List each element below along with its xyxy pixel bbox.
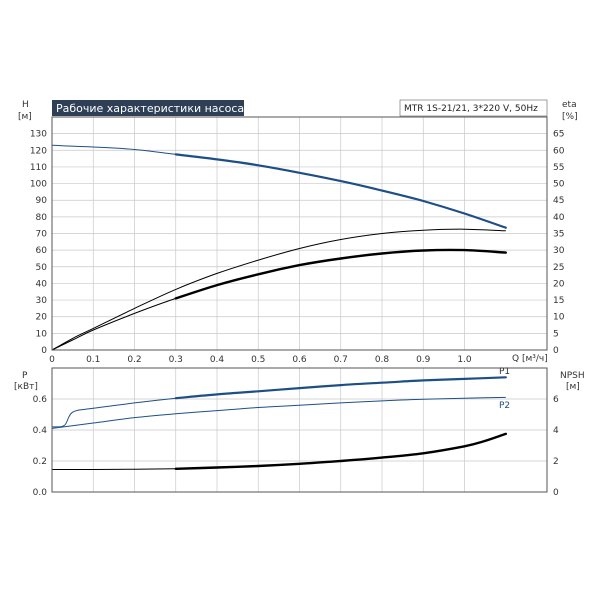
y-axis-label-h: H	[22, 100, 29, 110]
h-tick-label: 80	[36, 213, 48, 223]
top-grid	[51, 117, 547, 351]
p-tick-label: 0.2	[33, 457, 47, 467]
x-tick-label: 0.9	[416, 355, 431, 365]
npsh-tick-label: 6	[553, 395, 559, 405]
eta-tick-label: 40	[553, 213, 565, 223]
x-tick-label: 0.1	[86, 355, 100, 365]
y-axis-label-npsh: NPSH	[560, 371, 585, 381]
h-tick-label: 30	[36, 296, 48, 306]
npsh-tick-label: 0	[553, 488, 559, 498]
h-tick-label: 130	[30, 130, 47, 140]
top-curve-1	[51, 228, 506, 351]
top-plot-frame	[51, 116, 548, 351]
h-tick-label: 60	[36, 246, 48, 256]
h-tick-label: 110	[30, 163, 47, 173]
x-tick-label: 0.6	[292, 355, 307, 365]
bottom-curve-2-duty-range	[174, 432, 507, 470]
y-axis-label-p: P	[22, 371, 28, 381]
p-tick-label: 0.4	[33, 426, 48, 436]
h-tick-label: 120	[30, 146, 47, 156]
series-label-p2: P2	[499, 401, 510, 411]
eta-tick-label: 30	[553, 246, 565, 256]
model-label: MTR 1S-21/21, 3*220 V, 50Hz	[404, 104, 538, 114]
eta-tick-label: 50	[553, 180, 565, 190]
top-curve-0-duty-range	[174, 153, 507, 229]
x-tick-label: 0.8	[375, 355, 390, 365]
x-tick-label: 0.5	[251, 355, 265, 365]
top-panel: 0 0.1 0.2 0.3 0.4 0.5 0.6 0.7 0.8 0.9 1.0 0 10 20 30 4…	[18, 99, 578, 365]
bottom-curve-p2	[51, 396, 506, 429]
bottom-left-ticks: 0.0 0.2 0.4 0.6	[33, 395, 48, 498]
chart-title-box	[52, 100, 244, 116]
eta-tick-label: 25	[553, 263, 564, 273]
top-curve-2-duty-range	[174, 248, 507, 300]
top-left-ticks: 0 10 20 30 40 50 60 70 80 90 100 110 120 130	[30, 130, 47, 356]
eta-tick-label: 10	[553, 313, 565, 323]
h-tick-label: 10	[36, 329, 48, 339]
top-right-ticks: 0 5 10 15 20 25 30 35 40 45 50 55 60 65	[553, 130, 565, 356]
h-tick-label: 70	[36, 230, 48, 240]
x-tick-label: 0.2	[127, 355, 141, 365]
top-curve-0	[51, 144, 506, 229]
x-axis-label-q: Q [м³/ч]	[512, 354, 548, 364]
p-tick-label: 0.6	[33, 395, 48, 405]
x-tick-label: 1.0	[457, 355, 472, 365]
y-axis-unit-h: [м]	[18, 112, 32, 122]
eta-tick-label: 5	[553, 329, 559, 339]
y-axis-label-eta: eta	[562, 100, 577, 110]
bottom-panel: 0.0 0.2 0.4 0.6 0 2 4 6 P [кВт] NPSH [м] P1 P2	[14, 367, 585, 498]
eta-tick-label: 0	[553, 346, 559, 356]
top-curves	[51, 144, 507, 351]
series-label-p1: P1	[499, 367, 510, 377]
top-x-ticks: 0 0.1 0.2 0.3 0.4 0.5 0.6 0.7 0.8 0.9 1.0	[49, 355, 472, 365]
eta-tick-label: 35	[553, 230, 564, 240]
npsh-tick-label: 2	[553, 457, 559, 467]
bottom-curve-p1-duty-range	[174, 376, 507, 400]
h-tick-label: 100	[30, 180, 47, 190]
bottom-curves	[51, 376, 507, 471]
y-axis-unit-npsh: [м]	[566, 382, 580, 392]
eta-tick-label: 65	[553, 130, 564, 140]
npsh-tick-label: 4	[553, 426, 559, 436]
eta-tick-label: 60	[553, 146, 565, 156]
p-tick-label: 0.0	[33, 488, 48, 498]
h-tick-label: 0	[41, 346, 47, 356]
bottom-grid	[51, 368, 547, 493]
eta-tick-label: 20	[553, 279, 565, 289]
chart-title: Рабочие характеристики насоса	[56, 102, 244, 115]
h-tick-label: 90	[36, 196, 48, 206]
bottom-plot-frame	[51, 367, 548, 493]
x-tick-label: 0.3	[169, 355, 183, 365]
h-tick-label: 40	[36, 279, 48, 289]
h-tick-label: 50	[36, 263, 48, 273]
eta-tick-label: 55	[553, 163, 564, 173]
x-tick-label: 0	[49, 355, 55, 365]
model-label-box	[399, 99, 548, 117]
x-tick-label: 0.7	[334, 355, 348, 365]
y-axis-unit-eta: [%]	[562, 112, 578, 122]
y-axis-unit-p: [кВт]	[14, 382, 38, 392]
bottom-right-ticks: 0 2 4 6	[553, 395, 559, 498]
eta-tick-label: 45	[553, 196, 564, 206]
h-tick-label: 20	[36, 313, 48, 323]
eta-tick-label: 15	[553, 296, 564, 306]
x-tick-label: 0.4	[210, 355, 225, 365]
